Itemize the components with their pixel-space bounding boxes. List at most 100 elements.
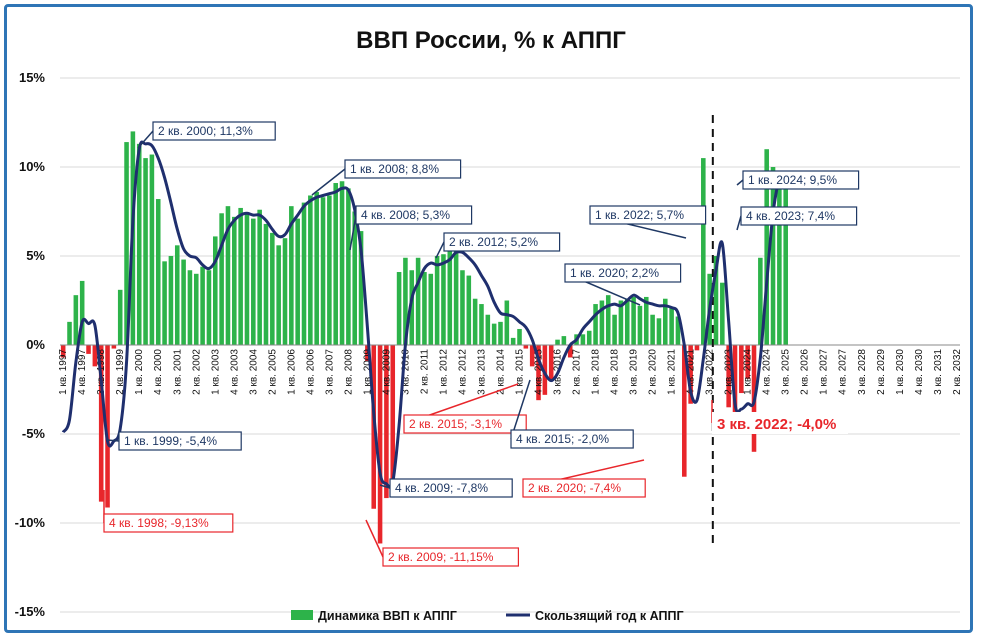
x-tick-label: 3 кв. 2019	[629, 349, 640, 395]
x-tick-label: 2 кв. 2008	[343, 349, 354, 395]
annotation-box	[740, 206, 858, 226]
bar	[650, 314, 655, 345]
bar	[637, 305, 643, 345]
annotation-box	[344, 159, 462, 179]
annotations: 2 кв. 2000; 11,3% 1 кв. 2008; 8,8% 4 кв. 2…	[103, 121, 860, 567]
bar	[529, 345, 535, 367]
annotation-box	[118, 431, 242, 451]
bar	[308, 195, 313, 345]
bar	[586, 330, 592, 345]
moving-year-line	[61, 140, 781, 489]
annotation: 3 кв. 2022; -4,0%	[711, 400, 848, 434]
bar	[339, 181, 345, 345]
x-tick-label: 2 кв. 2023	[724, 349, 735, 395]
legend-label-bars: Динамика ВВП к АППГ	[318, 609, 457, 623]
bar	[244, 213, 250, 345]
x-tick-label: 3 кв. 2013	[476, 349, 487, 395]
bar	[777, 184, 782, 345]
annotation: 1 кв. 1999; -5,4%	[106, 431, 242, 451]
legend-swatch-bars	[291, 610, 313, 620]
bar	[631, 296, 636, 345]
bar	[320, 197, 326, 345]
annotation: 4 кв. 1998; -9,13%	[103, 490, 234, 533]
y-tick-label: -5%	[22, 426, 46, 441]
bar	[593, 304, 598, 345]
bar	[403, 257, 408, 345]
y-tick-label: 10%	[19, 159, 45, 174]
bar	[314, 191, 319, 345]
bar	[447, 248, 453, 345]
x-tick-label: 2 кв. 2026	[800, 349, 811, 395]
bar	[701, 158, 706, 345]
annotation-leader	[736, 179, 744, 186]
x-tick-label: 3 кв. 2028	[857, 349, 868, 395]
annotation-leader	[736, 215, 742, 231]
bar	[98, 345, 104, 502]
bar	[219, 213, 224, 345]
x-tick-label: 1 кв. 2006	[286, 349, 297, 395]
bar	[441, 254, 446, 345]
x-tick-label: 3 кв. 2007	[324, 349, 335, 395]
x-tick-label: 3 кв. 2001	[172, 349, 183, 395]
x-tick-label: 2 кв. 2029	[876, 349, 887, 395]
annotation-leader	[311, 168, 346, 196]
x-tick-label: 4 кв. 2027	[838, 349, 849, 395]
annotation-label: 4 кв. 2009; -7,8%	[395, 481, 488, 495]
annotation-label: 2 кв. 2009; -11,15%	[388, 550, 494, 564]
x-tick-label: 1 кв. 2000	[134, 349, 145, 395]
bar	[491, 323, 497, 345]
x-tick-label: 2 кв. 2017	[572, 349, 583, 395]
bar	[783, 175, 788, 345]
bar	[770, 167, 776, 345]
bar	[67, 321, 72, 345]
annotation-label: 2 кв. 2000; 11,3%	[158, 124, 253, 138]
bar	[124, 142, 129, 345]
annotation-label: 3 кв. 2022; -4,0%	[717, 416, 836, 433]
bar	[79, 280, 85, 345]
bar	[624, 298, 630, 345]
annotation-label: 2 кв. 2020; -7,4%	[528, 481, 621, 495]
annotation-label: 1 кв. 2024; 9,5%	[748, 173, 837, 187]
bar	[580, 334, 586, 345]
bar	[162, 261, 167, 345]
x-tick-label: 1 кв. 2009	[362, 349, 373, 395]
bar	[523, 345, 529, 349]
bar	[174, 245, 180, 345]
bar	[485, 314, 491, 345]
annotation-leader	[137, 130, 154, 149]
y-tick-label: -10%	[15, 515, 46, 530]
bar	[105, 345, 110, 508]
bar	[732, 345, 738, 417]
bar	[479, 304, 484, 345]
x-tick-label: 1 кв. 2003	[210, 349, 221, 395]
annotation-leader	[379, 484, 391, 489]
x-tick-label: 1 кв. 2027	[819, 349, 830, 395]
x-tick-label: 2 кв. 2020	[648, 349, 659, 395]
bar	[669, 307, 674, 345]
bar	[643, 296, 649, 345]
bar	[225, 206, 231, 345]
bar	[289, 206, 294, 345]
bar	[548, 345, 554, 381]
x-tick-label: 2 кв. 2005	[267, 349, 278, 395]
bar	[155, 199, 161, 345]
annotation: 4 кв. 2023; 7,4%	[736, 206, 858, 231]
annotation-box	[564, 263, 682, 283]
bar	[498, 321, 503, 345]
bar	[333, 183, 338, 345]
bar	[517, 328, 522, 345]
bar	[618, 300, 624, 345]
bar	[758, 257, 763, 345]
chart-title: ВВП России, % к АППГ	[356, 27, 626, 54]
annotation-box	[152, 121, 276, 141]
annotation-box	[382, 547, 519, 567]
x-tick-label: 4 кв. 2030	[914, 349, 925, 395]
bar	[282, 238, 288, 345]
x-tick-label: 4 кв. 2015	[534, 349, 545, 395]
x-tick-label: 4 кв. 2024	[762, 349, 773, 395]
x-tick-label: 4 кв. 2018	[610, 349, 621, 395]
annotation: 1 кв. 2022; 5,7%	[589, 205, 707, 239]
annotation-box	[522, 478, 646, 498]
bar	[675, 316, 681, 345]
x-tick-label: 1 кв. 2024	[743, 349, 754, 395]
